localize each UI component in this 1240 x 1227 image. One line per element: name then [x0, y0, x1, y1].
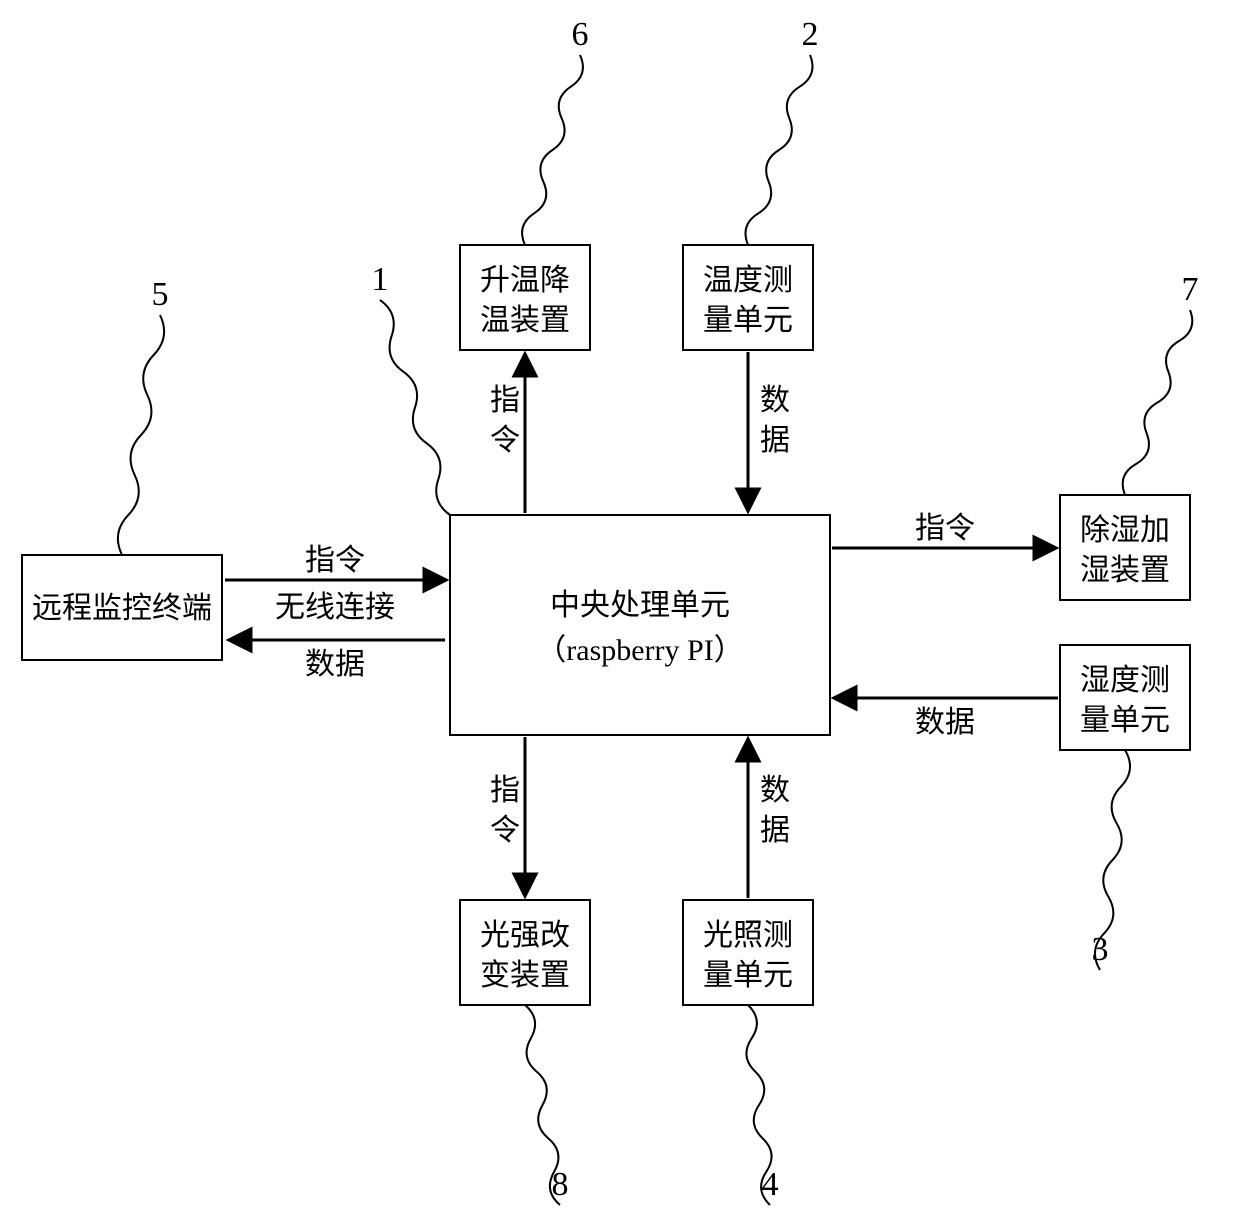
node-humidifier: 除湿加 湿装置: [1060, 495, 1190, 600]
box4-l1: 光照测: [703, 919, 793, 952]
edge-left-bot-label: 数据: [305, 648, 365, 681]
edge6-c2: 令: [490, 424, 520, 457]
cpu-line1: 中央处理单元: [550, 589, 730, 622]
ref-6: 6: [572, 16, 589, 53]
ref-5: 5: [152, 276, 169, 313]
diagram-canvas: 中央处理单元 （raspberry PI） 远程监控终端 升温降 温装置 温度测…: [0, 0, 1240, 1227]
edge-left-mid-label: 无线连接: [275, 591, 395, 624]
edge-box3-cpu: 数据: [835, 698, 1058, 739]
edge-box2-cpu: 数 据: [748, 352, 790, 510]
edge3-label: 数据: [915, 706, 975, 739]
edge2-c2: 据: [760, 424, 790, 457]
ref-2: 2: [802, 16, 819, 53]
edge7-label: 指令: [915, 512, 975, 545]
node-light-sensor: 光照测 量单元: [683, 900, 813, 1005]
edge4-c1: 数: [760, 774, 790, 807]
edge-left-top-label: 指令: [305, 544, 365, 577]
node-humidity-sensor: 湿度测 量单元: [1060, 645, 1190, 750]
ref-3: 3: [1092, 931, 1109, 968]
box8-l2: 变装置: [480, 959, 570, 992]
edge2-c1: 数: [760, 384, 790, 417]
edge-cpu-box7: 指令: [832, 512, 1055, 548]
box3-l1: 湿度测: [1080, 664, 1170, 697]
box7-l2: 湿装置: [1080, 554, 1170, 587]
edge6-c1: 指: [490, 384, 520, 417]
ref-8: 8: [552, 1166, 569, 1203]
node-heating-cooling: 升温降 温装置: [460, 245, 590, 350]
edge4-c2: 据: [760, 814, 790, 847]
box2-l2: 量单元: [703, 304, 793, 337]
box2-l1: 温度测: [703, 264, 793, 297]
edge-box4-cpu: 数 据: [748, 740, 790, 898]
edge-remote-cpu: 指令 无线连接 数据: [225, 544, 445, 681]
ref-4: 4: [762, 1166, 779, 1203]
node-light-actuator: 光强改 变装置: [460, 900, 590, 1005]
edge8-c1: 指: [490, 774, 520, 807]
node-temperature-sensor: 温度测 量单元: [683, 245, 813, 350]
edge-cpu-box6: 指 令: [490, 355, 525, 513]
ref-1: 1: [372, 261, 389, 298]
cpu-line2: （raspberry PI）: [536, 634, 743, 667]
node-remote-terminal: 远程监控终端: [22, 555, 222, 660]
box6-l2: 温装置: [480, 304, 570, 337]
edge-cpu-box8: 指 令: [490, 737, 525, 895]
ref-7: 7: [1182, 271, 1199, 308]
box8-l1: 光强改: [480, 919, 570, 952]
box3-l2: 量单元: [1080, 704, 1170, 737]
box6-l1: 升温降: [480, 264, 570, 297]
box4-l2: 量单元: [703, 959, 793, 992]
edge8-c2: 令: [490, 814, 520, 847]
box7-l1: 除湿加: [1080, 514, 1170, 547]
remote-line1: 远程监控终端: [32, 592, 212, 625]
node-cpu: 中央处理单元 （raspberry PI）: [450, 515, 830, 735]
